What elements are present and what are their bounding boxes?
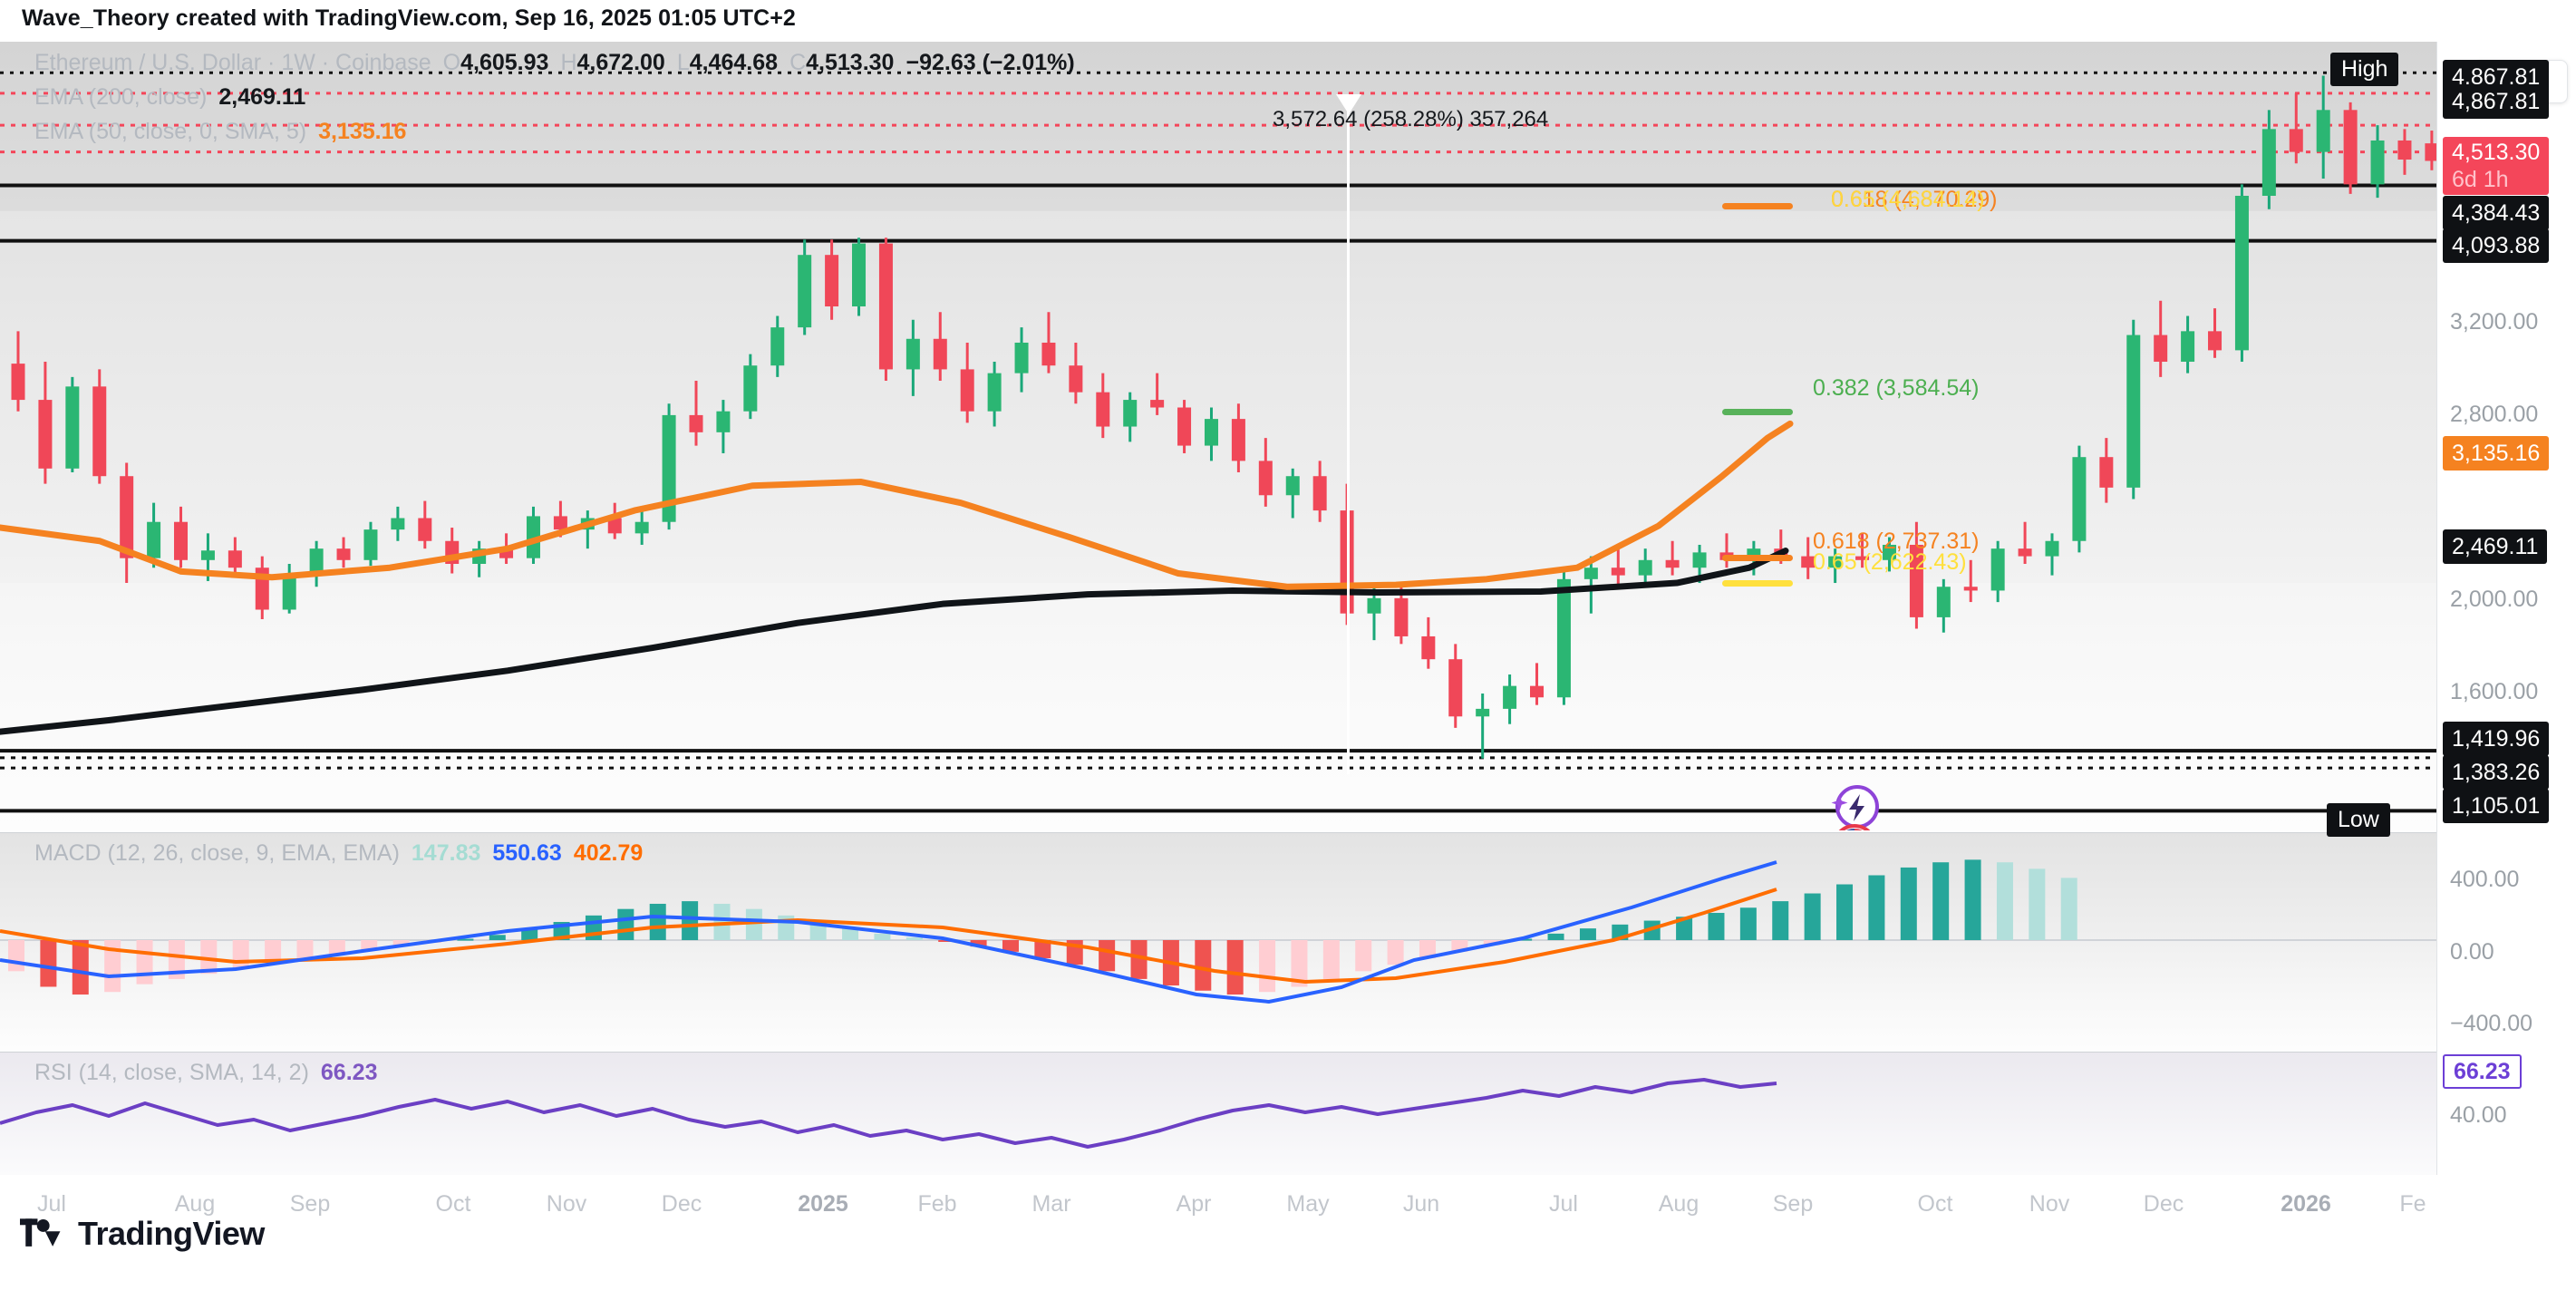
legend-sep2: · bbox=[315, 50, 336, 75]
macd-chart-canvas bbox=[0, 859, 2436, 1004]
footer-brand-text: TradingView bbox=[78, 1215, 265, 1252]
fib-label-0618-lower: 0.618 (2,737.31) bbox=[1813, 529, 1980, 554]
high-badge: High bbox=[2330, 53, 2399, 86]
ohlc-high-key: H bbox=[560, 50, 577, 75]
ema200-label: EMA (200, close) bbox=[34, 84, 208, 110]
time-axis-tick: Aug bbox=[174, 1191, 216, 1217]
chart-frame: 3,572.64 (258.28%) 357,264 Ethereum / U.… bbox=[0, 42, 2576, 1231]
time-axis-tick: Sep bbox=[289, 1191, 331, 1217]
page-title: Wave_Theory created with TradingView.com… bbox=[22, 5, 796, 31]
time-axis-tick: Oct bbox=[1917, 1191, 1953, 1217]
fib-label-065-upper: 0.65 (4,684.14) bbox=[1831, 187, 1985, 212]
time-axis-tick: Nov bbox=[2029, 1191, 2070, 1217]
time-axis-tick: Feb bbox=[917, 1191, 957, 1217]
time-axis-tick: Oct bbox=[435, 1191, 471, 1217]
legend-sep: · bbox=[261, 50, 282, 75]
crosshair-vertical-line bbox=[1347, 103, 1350, 774]
price-badge-ema200: 2,469.11 bbox=[2443, 529, 2548, 564]
ohlc-low-value: 4,464.68 bbox=[689, 50, 779, 75]
price-badge-level: 1,105.01 bbox=[2443, 789, 2550, 823]
price-pane[interactable]: 3,572.64 (258.28%) 357,264 Ethereum / U.… bbox=[0, 42, 2436, 830]
fib-dash-065-lower bbox=[1722, 580, 1793, 587]
price-chart-canvas bbox=[0, 71, 2436, 813]
time-axis-tick: 2026 bbox=[2281, 1191, 2331, 1217]
legend-symbol: Ethereum / U.S. Dollar bbox=[34, 50, 262, 75]
price-badge-last[interactable]: 4,513.30 6d 1h bbox=[2443, 137, 2550, 195]
fib-dash-0618-upper bbox=[1722, 203, 1793, 209]
ohlc-close-key: C bbox=[789, 50, 807, 75]
us-flag-icon[interactable]: ★★★★★★ bbox=[1831, 823, 1882, 830]
tradingview-logo-icon bbox=[20, 1218, 61, 1247]
time-axis-tick: Dec bbox=[2143, 1191, 2184, 1217]
price-badge-level: 1,419.96 bbox=[2443, 722, 2550, 756]
macd-label: MACD (12, 26, close, 9, EMA, EMA) bbox=[34, 840, 400, 866]
fib-label-0382: 0.382 (3,584.54) bbox=[1813, 375, 1980, 401]
time-axis-tick: Nov bbox=[546, 1191, 587, 1217]
price-badge-level: 4,384.43 bbox=[2443, 196, 2550, 230]
macd-axis-tick: −400.00 bbox=[2450, 1011, 2533, 1036]
macd-signal-value: 402.79 bbox=[573, 840, 644, 866]
ohlc-high-value: 4,672.00 bbox=[576, 50, 665, 75]
time-axis-tick: Dec bbox=[661, 1191, 702, 1217]
macd-hist-value: 147.83 bbox=[411, 840, 481, 866]
time-axis-tick: Aug bbox=[1658, 1191, 1700, 1217]
ohlc-open-value: 4,605.93 bbox=[460, 50, 549, 75]
time-axis[interactable]: Jul Aug Sep Oct Nov Dec 2025 Feb Mar Apr May Jun Jul… bbox=[0, 1175, 2436, 1231]
rsi-label: RSI (14, close, SMA, 14, 2) bbox=[34, 1060, 309, 1085]
time-axis-tick: Jul bbox=[37, 1191, 66, 1217]
time-axis-tick: May bbox=[1286, 1191, 1330, 1217]
axis-tick: 2,800.00 bbox=[2450, 402, 2539, 427]
footer-brand: TradingView bbox=[20, 1215, 265, 1253]
price-axis[interactable]: USD High Low 3,600.00 3,200.00 2,800.00 … bbox=[2327, 42, 2576, 1175]
ema50-label: EMA (50, close, 0, SMA, 5) bbox=[34, 119, 307, 144]
macd-legend[interactable]: MACD (12, 26, close, 9, EMA, EMA) 147.83 5… bbox=[34, 840, 643, 867]
ema200-value: 2,469.11 bbox=[218, 84, 306, 110]
rsi-axis-tick: 40.00 bbox=[2450, 1102, 2507, 1128]
axis-tick: 1,600.00 bbox=[2450, 679, 2539, 704]
symbol-legend[interactable]: Ethereum / U.S. Dollar · 1W · Coinbase O4… bbox=[34, 50, 1075, 76]
price-badge-level: 4,093.88 bbox=[2443, 228, 2550, 263]
ema50-value: 3,135.16 bbox=[318, 119, 407, 144]
price-badge-high: 4,867.81 bbox=[2443, 84, 2550, 119]
ohlc-close-value: 4,513.30 bbox=[806, 50, 895, 75]
time-axis-tick: 2025 bbox=[798, 1191, 848, 1217]
time-axis-tick: Sep bbox=[1772, 1191, 1814, 1217]
legend-interval: 1W bbox=[281, 50, 315, 75]
measure-tool-label: 3,572.64 (258.28%) 357,264 bbox=[1273, 107, 1549, 131]
fib-label-065-lower: 0.65 (2,622.43) bbox=[1813, 549, 1967, 575]
ohlc-open-key: O bbox=[442, 50, 461, 75]
ema200-legend[interactable]: EMA (200, close) 2,469.11 bbox=[34, 84, 305, 111]
rsi-legend[interactable]: RSI (14, close, SMA, 14, 2) 66.23 bbox=[34, 1060, 377, 1086]
rsi-pane[interactable]: RSI (14, close, SMA, 14, 2) 66.23 bbox=[0, 1052, 2436, 1175]
rsi-badge: 66.23 bbox=[2443, 1054, 2522, 1089]
rsi-value: 66.23 bbox=[320, 1060, 378, 1085]
price-badge-ema50: 3,135.16 bbox=[2443, 436, 2550, 471]
fib-dash-0618-lower bbox=[1722, 555, 1793, 561]
price-badge-level: 1,383.26 bbox=[2443, 755, 2550, 790]
ema50-legend[interactable]: EMA (50, close, 0, SMA, 5) 3,135.16 bbox=[34, 119, 406, 145]
axis-tick: 3,200.00 bbox=[2450, 309, 2539, 335]
macd-line-value: 550.63 bbox=[492, 840, 562, 866]
macd-axis-tick: 400.00 bbox=[2450, 867, 2520, 892]
time-axis-tick: Mar bbox=[1031, 1191, 1071, 1217]
fib-label-0618-upper: 0.618 (4,870.29) bbox=[1831, 187, 1998, 212]
ohlc-change-value: −92.63 (−2.01%) bbox=[905, 50, 1075, 75]
axis-tick: 2,000.00 bbox=[2450, 587, 2539, 612]
low-badge: Low bbox=[2327, 803, 2390, 837]
countdown-value: 6d 1h bbox=[2452, 167, 2509, 192]
time-axis-tick: Jul bbox=[1549, 1191, 1578, 1217]
time-axis-tick: Fe bbox=[2399, 1191, 2426, 1217]
time-axis-tick: Jun bbox=[1402, 1191, 1440, 1217]
legend-exchange: Coinbase bbox=[335, 50, 431, 75]
fib-dash-0382 bbox=[1722, 409, 1793, 415]
time-axis-tick: Apr bbox=[1176, 1191, 1212, 1217]
macd-axis-tick: 0.00 bbox=[2450, 939, 2494, 965]
macd-pane[interactable]: MACD (12, 26, close, 9, EMA, EMA) 147.83 5… bbox=[0, 832, 2436, 1050]
rsi-chart-canvas bbox=[0, 1078, 1777, 1149]
ohlc-low-key: L bbox=[676, 50, 690, 75]
last-price-value: 4,513.30 bbox=[2452, 140, 2541, 165]
